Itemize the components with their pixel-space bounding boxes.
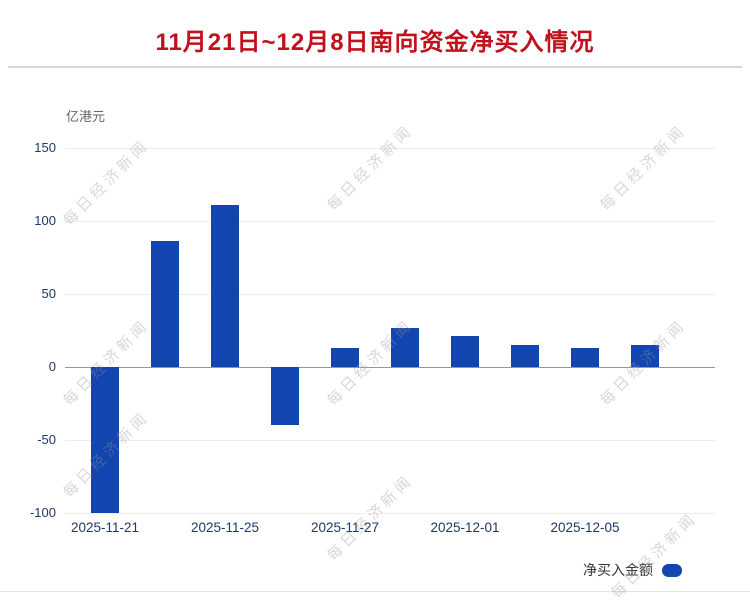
bar-4 [331,348,359,367]
legend: 净买入金额 [583,560,682,580]
x-tick-label: 2025-12-05 [550,520,620,535]
bar-1 [151,241,179,367]
gridline [65,148,715,149]
bottom-border-line [0,591,750,592]
bar-3 [271,367,299,426]
gridline [65,221,715,222]
header-divider [8,66,742,68]
bar-2 [211,204,239,367]
gridline [65,294,715,295]
gridline [65,440,715,441]
page-title: 11月21日~12月8日南向资金净买入情况 [155,29,595,56]
x-tick-label: 2025-11-21 [70,520,140,535]
y-tick-label: 50 [41,286,56,301]
legend-marker-dot [662,563,682,577]
y-tick-label: -50 [37,432,56,447]
bar-0 [91,367,119,513]
x-axis-zero-line [65,367,715,368]
bar-5 [391,327,419,367]
y-tick-label: 0 [48,359,56,374]
y-axis-unit-label: 亿港元 [66,109,106,124]
bar-6 [451,336,479,367]
bar-7 [511,345,539,367]
bar-8 [571,348,599,367]
plot-area [65,148,715,514]
x-tick-label: 2025-11-27 [310,520,380,535]
y-tick-label: -100 [29,505,56,520]
y-tick-label: 100 [34,213,56,228]
gridline [65,513,715,514]
bar-9 [631,345,659,367]
x-tick-label: 2025-11-25 [190,520,260,535]
y-tick-label: 150 [34,140,56,155]
x-tick-label: 2025-12-01 [430,520,500,535]
legend-label: 净买入金额 [583,562,653,578]
